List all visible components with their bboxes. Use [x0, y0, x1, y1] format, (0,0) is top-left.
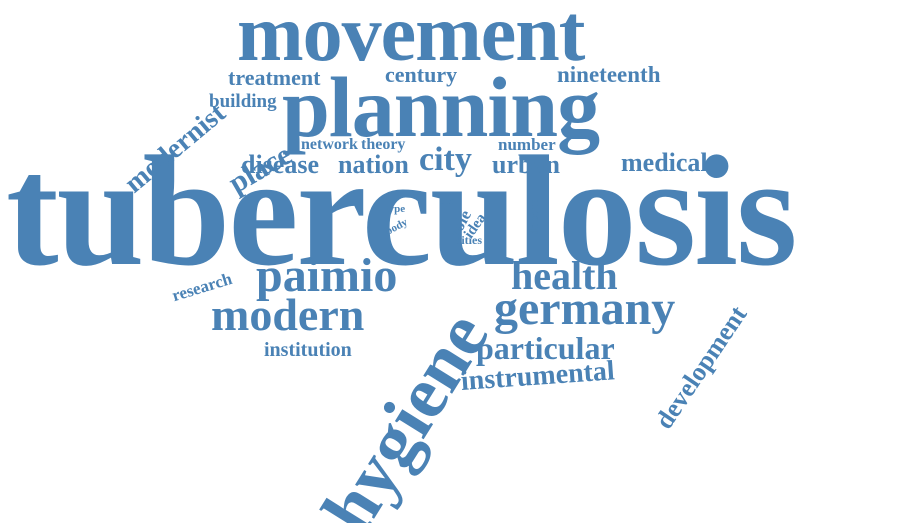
word: disease	[241, 150, 319, 179]
word: germany	[494, 282, 676, 335]
word: building	[209, 91, 277, 112]
word: modern	[211, 289, 365, 340]
word: debate	[526, 199, 541, 236]
word: particular	[476, 330, 615, 366]
word: nation	[338, 150, 409, 179]
word: movement	[237, 0, 585, 78]
word: century	[385, 62, 458, 87]
word: theory	[361, 136, 406, 153]
word: number	[498, 135, 556, 154]
word: paimio	[256, 249, 398, 302]
word: site	[440, 196, 455, 207]
word: treatment	[228, 65, 321, 90]
word: medical	[621, 148, 708, 177]
word: health	[511, 253, 618, 298]
word: city	[419, 141, 472, 178]
word: tuberculosis	[6, 124, 798, 299]
word: type	[385, 203, 406, 215]
word: nineteenth	[557, 62, 661, 87]
word: planning	[282, 59, 600, 155]
word: institution	[264, 339, 352, 361]
word: urban	[492, 150, 560, 179]
word: network	[301, 136, 358, 153]
word: cities	[456, 233, 482, 247]
